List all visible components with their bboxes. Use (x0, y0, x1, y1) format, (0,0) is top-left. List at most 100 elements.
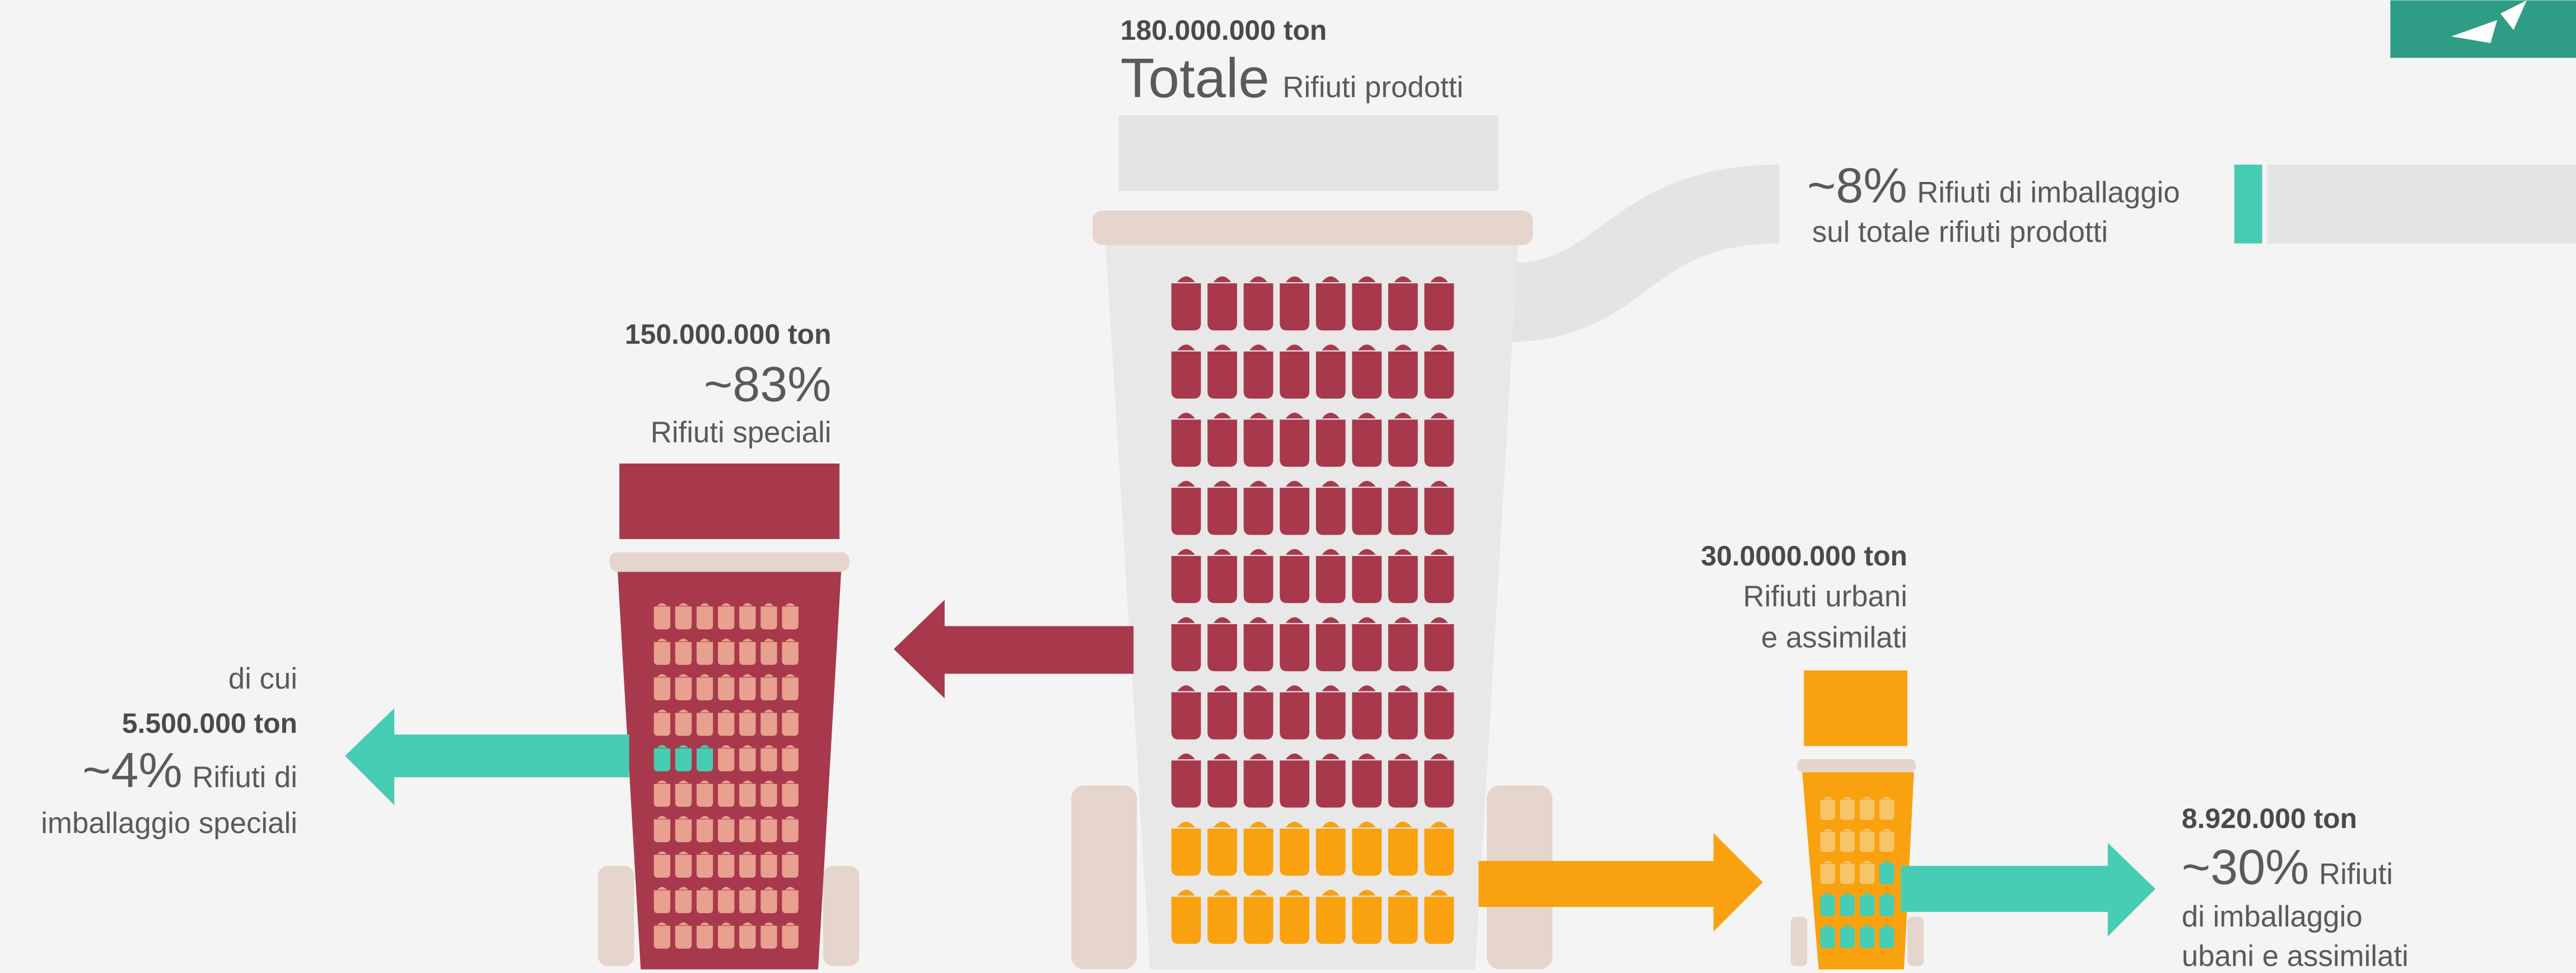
bin-icon (1388, 685, 1418, 740)
bin-icon (675, 603, 692, 630)
bin-icon (1840, 860, 1855, 884)
bin-icon (760, 638, 777, 665)
bin-icon (675, 780, 692, 807)
bin-icon (1171, 276, 1201, 331)
bin-icon (1280, 549, 1310, 604)
bin-icon (1207, 685, 1238, 740)
wheel (598, 866, 634, 966)
bin-icon (1879, 829, 1894, 852)
bin-icon (1352, 685, 1382, 740)
bin-icon (1171, 549, 1201, 604)
bin-icon (718, 851, 735, 878)
bin-icon (739, 638, 756, 665)
bin-icon (739, 887, 756, 914)
bin-lid (1797, 759, 1916, 773)
bin-icon (1315, 617, 1346, 672)
bin-icon (1424, 617, 1454, 672)
bin-icon (1388, 413, 1418, 467)
bin-icon (1352, 549, 1382, 604)
bin-icon (1879, 924, 1894, 948)
bin-icon (739, 745, 756, 771)
bin-icon (1820, 860, 1835, 884)
bin-icon (1879, 860, 1894, 884)
bin-icon (654, 851, 670, 878)
bin-icon (696, 603, 713, 630)
bin-icon (1352, 344, 1382, 399)
bin-icon (675, 851, 692, 878)
icon-grid (1820, 797, 1894, 948)
bin-icon (1207, 617, 1238, 672)
bin-icon (718, 709, 735, 736)
bin-icon (1352, 890, 1382, 944)
bin-icon (1171, 344, 1201, 399)
bin-icon (1388, 549, 1418, 604)
bin-icon (1243, 344, 1273, 399)
amount: 8.920.000 ton (2182, 803, 2357, 834)
bin-icon (1424, 685, 1454, 740)
bin-icon (654, 887, 670, 914)
bin-icon (739, 851, 756, 878)
bin-icon (696, 887, 713, 914)
share-track (2267, 165, 2576, 244)
bin-icon (1207, 754, 1238, 808)
bin-icon (1280, 821, 1310, 876)
bin-icon (1207, 549, 1238, 604)
bin-icon (675, 887, 692, 914)
bin-icon (1280, 617, 1310, 672)
bin-icon (1171, 685, 1201, 740)
bin-icon (696, 709, 713, 736)
wheel (1907, 916, 1924, 966)
amount: 150.000.000 ton (625, 319, 832, 350)
bin-icon (782, 816, 799, 843)
bin-icon (1207, 413, 1238, 467)
bin-icon (1207, 344, 1238, 399)
label: imballaggio speciali (41, 807, 297, 840)
bin-icon (718, 603, 735, 630)
bin-icon (675, 709, 692, 736)
bin-icon (760, 709, 777, 736)
bin-icon (1315, 890, 1346, 944)
bin-icon (1315, 276, 1346, 331)
bin-lid-top (1804, 670, 1907, 746)
bin-icon (1280, 413, 1310, 467)
bin-icon (696, 638, 713, 665)
bin-icon (1207, 821, 1238, 876)
bin-icon (1352, 821, 1382, 876)
bin-icon (675, 816, 692, 843)
bin-icon (1859, 829, 1875, 852)
bin-icon (1280, 276, 1310, 331)
bin-icon (1388, 617, 1418, 672)
bin-icon (782, 638, 799, 665)
percent: ~4% (82, 742, 183, 798)
bin-icon (1424, 413, 1454, 467)
bin-icon (1424, 754, 1454, 808)
bin-icon (1243, 276, 1273, 331)
bin-icon (760, 780, 777, 807)
bin-lid-top (619, 463, 840, 539)
bin-icon (739, 816, 756, 843)
arrow (1901, 843, 2155, 937)
bin-icon (1207, 481, 1238, 535)
bin-icon (1424, 481, 1454, 535)
bin-icon (696, 674, 713, 700)
bin-icon (760, 674, 777, 700)
bin-icon (782, 603, 799, 630)
bin-icon (1243, 481, 1273, 535)
label: Rifiuti di imballaggio (1917, 176, 2180, 209)
bin-icon (718, 780, 735, 807)
bin-icon (696, 922, 713, 949)
bin-icon (782, 887, 799, 914)
share-heading: ~8% Rifiuti di imballaggio (1807, 157, 2180, 213)
wheel (1790, 916, 1808, 966)
bin-lid (1092, 210, 1533, 245)
bin-icon (739, 709, 756, 736)
bin-icon (1840, 924, 1855, 948)
bin-icon (1171, 617, 1201, 672)
bin-icon (1859, 892, 1875, 916)
bin-icon (1352, 481, 1382, 535)
bin-icon (718, 638, 735, 665)
pipe (1507, 165, 1780, 342)
bin-icon (1243, 685, 1273, 740)
bin-icon (1171, 890, 1201, 944)
